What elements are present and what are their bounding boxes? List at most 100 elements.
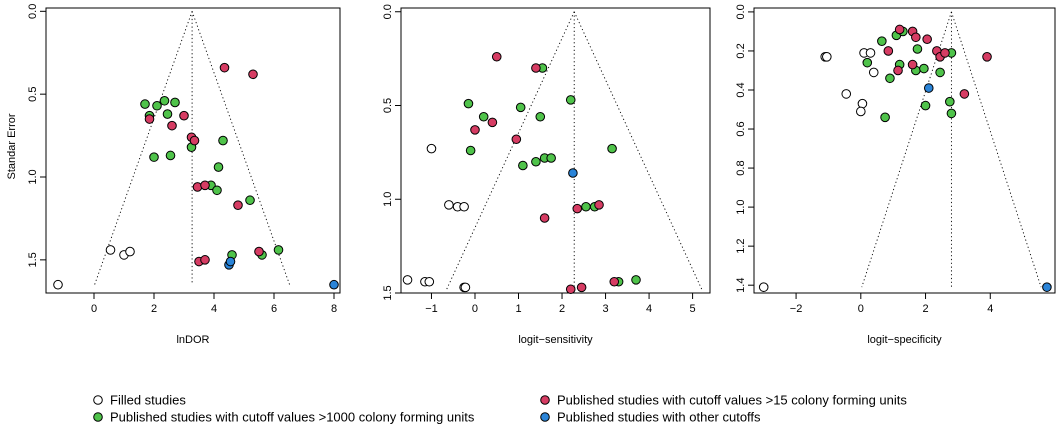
data-point-gt1000 — [885, 73, 895, 84]
data-point-gt15 — [167, 120, 177, 131]
data-point-gt1000 — [935, 67, 945, 78]
data-point-gt1000 — [218, 135, 228, 146]
y-tick-label: 1.4 — [735, 278, 747, 293]
y-tick-label: 1.2 — [735, 239, 747, 254]
x-tick-label: 3 — [602, 303, 608, 315]
data-point-gt15 — [609, 276, 620, 287]
x-axis-label: logit−sensitivity — [518, 334, 593, 346]
y-tick-label: 1.5 — [382, 285, 394, 300]
data-point-filled — [868, 67, 879, 78]
legend: Filled studies Published studies with cut… — [93, 393, 907, 425]
data-point-gt1000 — [946, 108, 957, 119]
x-axis-label: logit−specificity — [867, 334, 942, 346]
data-point-gt1000 — [245, 195, 255, 206]
x-tick-label: 6 — [271, 303, 277, 315]
y-tick-label: 0.0 — [27, 4, 39, 19]
y-tick-label: 0.5 — [382, 98, 394, 113]
legend-marker — [93, 395, 103, 405]
data-point-gt1000 — [912, 44, 923, 54]
data-point-other — [568, 168, 578, 178]
y-tick-label: 0.6 — [735, 121, 747, 136]
data-point-gt15 — [907, 59, 918, 70]
data-point-gt1000 — [565, 95, 576, 105]
data-point-other — [1042, 282, 1052, 292]
data-point-filled — [841, 89, 852, 99]
data-point-gt15 — [254, 246, 264, 257]
funnel-right-line — [951, 11, 1042, 288]
data-point-gt1000 — [919, 63, 929, 74]
data-point-gt1000 — [581, 201, 591, 212]
data-point-gt1000 — [165, 150, 176, 161]
x-tick-label: 4 — [987, 303, 993, 315]
data-point-filled — [125, 246, 135, 257]
data-point-filled — [865, 48, 876, 58]
data-point-gt15 — [531, 63, 541, 73]
data-point-filled — [460, 282, 471, 293]
funnel-left-line — [94, 11, 193, 285]
x-tick-label: −1 — [425, 303, 438, 315]
data-point-gt1000 — [515, 102, 526, 113]
data-point-gt1000 — [877, 36, 887, 46]
x-tick-label: 2 — [151, 303, 157, 315]
data-point-gt1000 — [631, 275, 641, 285]
funnel-left-line — [446, 11, 575, 290]
y-tick-label: 1.0 — [382, 192, 394, 207]
x-axis-label: lnDOR — [176, 334, 209, 346]
data-point-gt15 — [487, 117, 498, 128]
data-point-gt1000 — [159, 95, 170, 106]
x-tick-label: 0 — [858, 303, 864, 315]
data-point-gt15 — [200, 180, 210, 191]
data-point-gt1000 — [880, 112, 890, 123]
data-point-gt15 — [219, 62, 230, 73]
data-point-gt1000 — [607, 143, 617, 154]
x-tick-label: 0 — [91, 303, 97, 315]
data-point-gt1000 — [273, 245, 284, 255]
data-point-other — [329, 279, 339, 290]
funnel-right-line — [191, 11, 291, 285]
y-tick-label: 0.8 — [735, 160, 747, 175]
data-point-gt15 — [576, 282, 587, 293]
data-point-gt15 — [539, 213, 550, 223]
y-tick-label: 1.5 — [27, 252, 39, 267]
plot-frame — [753, 7, 1056, 294]
data-point-gt1000 — [213, 162, 224, 172]
y-tick-label: 1.0 — [27, 169, 39, 184]
data-point-gt1000 — [518, 160, 528, 171]
data-point-gt1000 — [149, 152, 159, 162]
legend-label: Published studies with cutoff values >15… — [557, 393, 907, 408]
data-point-gt1000 — [140, 99, 150, 109]
data-point-gt15 — [572, 203, 583, 214]
data-point-gt1000 — [463, 98, 474, 109]
data-point-gt1000 — [920, 100, 931, 111]
legend-marker — [540, 412, 550, 422]
legend-label: Published studies with cutoff values >10… — [110, 410, 475, 425]
data-point-gt15 — [248, 69, 258, 80]
x-tick-label: 1 — [515, 303, 521, 315]
legend-label: Published studies with other cutoffs — [557, 410, 761, 425]
data-point-gt15 — [189, 135, 200, 146]
data-point-gt1000 — [212, 185, 222, 196]
funnel-panel-1: 0 2 4 6 8 0.0 0.5 1.0 1.5 lnDOR Standar Error — [6, 4, 341, 346]
legend-item-gt1000: Published studies with cutoff values >10… — [93, 410, 475, 425]
y-tick-label: 1.0 — [735, 199, 747, 214]
legend-item-other: Published studies with other cutoffs — [540, 410, 761, 425]
data-point-gt1000 — [535, 111, 546, 122]
y-tick-label: 0.5 — [27, 87, 39, 102]
y-tick-label: 0.2 — [735, 43, 747, 58]
data-point-gt15 — [894, 24, 905, 35]
legend-label: Filled studies — [110, 393, 186, 408]
data-point-other — [923, 83, 934, 93]
data-point-gt15 — [491, 51, 502, 62]
funnel-left-line — [861, 11, 952, 288]
legend-item-filled: Filled studies — [93, 393, 186, 408]
data-point-gt1000 — [152, 100, 162, 111]
data-point-gt1000 — [945, 96, 955, 107]
data-point-gt15 — [982, 52, 992, 62]
data-point-filled — [459, 201, 469, 212]
funnel-panel-2: −1 0 1 2 3 4 5 0.0 0.5 1.0 1.5 logit−sensitivity — [382, 4, 711, 346]
legend-marker — [540, 395, 550, 405]
plot-frame — [45, 7, 341, 294]
data-point-gt15 — [200, 255, 210, 265]
data-point-filled — [424, 276, 435, 287]
